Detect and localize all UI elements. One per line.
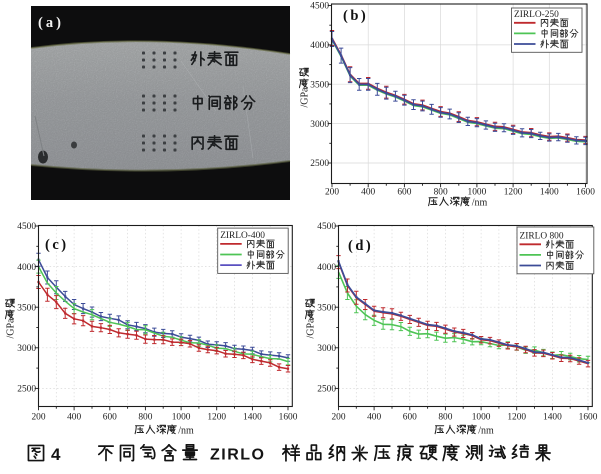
svg-text:4000: 4000: [310, 41, 329, 51]
svg-text:400: 400: [361, 187, 375, 197]
svg-text:(c): (c): [45, 237, 69, 253]
svg-text:200: 200: [325, 187, 339, 197]
svg-text:1200: 1200: [507, 413, 526, 423]
svg-text:/GPa: /GPa: [6, 318, 17, 339]
svg-text:200: 200: [31, 413, 45, 423]
svg-text:1000: 1000: [172, 413, 191, 423]
svg-text:400: 400: [367, 413, 381, 423]
svg-text:800: 800: [438, 413, 452, 423]
svg-text:2500: 2500: [17, 385, 36, 395]
svg-text:ZIRLO: ZIRLO: [210, 447, 266, 464]
svg-text:3000: 3000: [317, 344, 336, 354]
svg-text:3500: 3500: [317, 303, 336, 313]
svg-text:4500: 4500: [17, 222, 36, 232]
svg-text:1000: 1000: [472, 413, 491, 423]
svg-text:1400: 1400: [543, 413, 562, 423]
svg-text:/GPa: /GPa: [300, 87, 311, 108]
svg-text:3000: 3000: [310, 120, 329, 130]
svg-text:4: 4: [51, 445, 61, 464]
svg-text:ZIRLO 800: ZIRLO 800: [520, 232, 564, 242]
svg-text:1600: 1600: [579, 413, 598, 423]
svg-text:(a): (a): [38, 15, 64, 31]
svg-text:200: 200: [331, 413, 345, 423]
svg-text:2500: 2500: [317, 385, 336, 395]
svg-text:/nm: /nm: [178, 426, 194, 437]
svg-text:(b): (b): [343, 8, 368, 24]
svg-text:600: 600: [403, 413, 417, 423]
svg-text:/nm: /nm: [478, 426, 494, 437]
svg-text:4000: 4000: [17, 263, 36, 273]
svg-text:1400: 1400: [540, 187, 559, 197]
svg-text:600: 600: [397, 187, 411, 197]
svg-text:1200: 1200: [207, 413, 226, 423]
svg-text:1200: 1200: [504, 187, 523, 197]
svg-text:3500: 3500: [17, 303, 36, 313]
svg-text:800: 800: [138, 413, 152, 423]
svg-text:1600: 1600: [576, 187, 595, 197]
svg-text:ZIRLO-400: ZIRLO-400: [220, 231, 265, 241]
svg-text:4000: 4000: [317, 263, 336, 273]
svg-text:/GPa: /GPa: [306, 318, 317, 339]
svg-text:1400: 1400: [243, 413, 262, 423]
svg-text:2500: 2500: [310, 159, 329, 169]
svg-text:1000: 1000: [468, 187, 487, 197]
svg-text:800: 800: [434, 187, 448, 197]
svg-text:ZIRLO-250: ZIRLO-250: [514, 10, 559, 20]
svg-text:1600: 1600: [279, 413, 298, 423]
svg-text:3000: 3000: [17, 344, 36, 354]
svg-text:(d): (d): [348, 238, 373, 254]
svg-text:4500: 4500: [310, 2, 329, 12]
svg-text:400: 400: [67, 413, 81, 423]
svg-text:3500: 3500: [310, 81, 329, 91]
svg-text:600: 600: [103, 413, 117, 423]
svg-text:/nm: /nm: [472, 198, 488, 209]
svg-text:4500: 4500: [317, 222, 336, 232]
